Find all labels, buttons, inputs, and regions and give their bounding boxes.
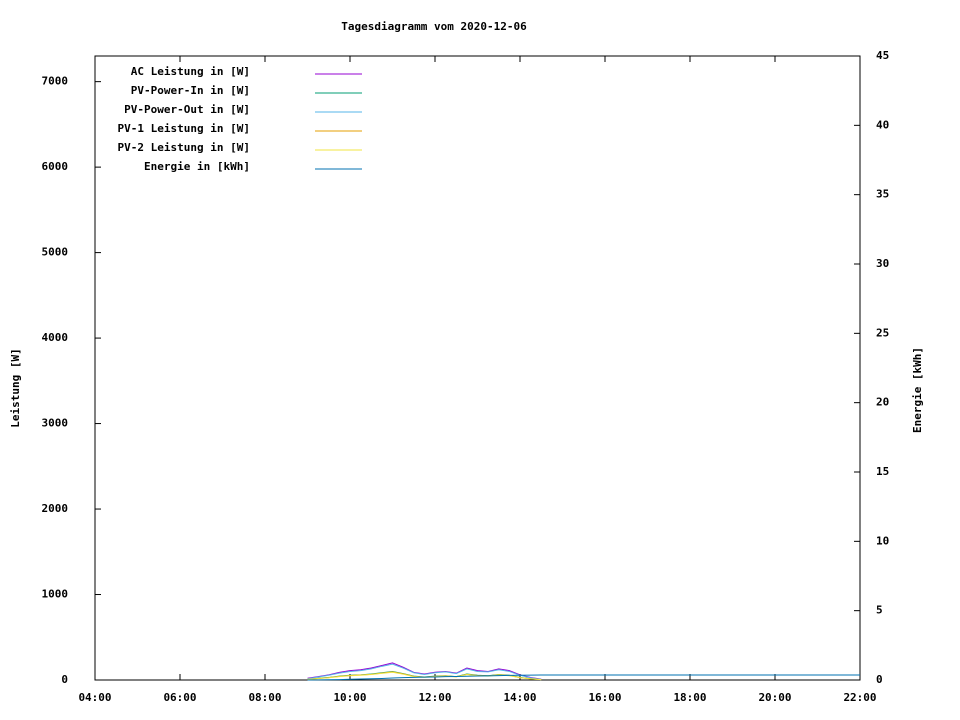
- legend-label: Energie in [kWh]: [144, 160, 250, 173]
- y2-tick-label: 15: [876, 465, 889, 478]
- y2-tick-label: 25: [876, 326, 889, 339]
- legend-label: PV-Power-Out in [W]: [124, 103, 250, 116]
- y2-axis-label: Energie [kWh]: [911, 347, 924, 433]
- y-tick-label: 4000: [42, 331, 69, 344]
- y2-tick-label: 5: [876, 604, 883, 617]
- legend-label: PV-Power-In in [W]: [131, 84, 250, 97]
- y2-tick-label: 20: [876, 396, 889, 409]
- legend-label: PV-1 Leistung in [W]: [118, 122, 250, 135]
- x-tick-label: 10:00: [333, 691, 366, 704]
- y2-tick-label: 30: [876, 257, 889, 270]
- legend-label: PV-2 Leistung in [W]: [118, 141, 250, 154]
- y-axis-label: Leistung [W]: [9, 348, 22, 427]
- y-tick-label: 7000: [42, 75, 69, 88]
- x-tick-label: 20:00: [758, 691, 791, 704]
- series-line: [307, 663, 542, 680]
- x-tick-label: 12:00: [418, 691, 451, 704]
- series-line: [307, 674, 860, 681]
- y-tick-label: 3000: [42, 417, 69, 430]
- x-tick-label: 08:00: [248, 691, 281, 704]
- y-tick-label: 5000: [42, 246, 69, 259]
- y2-tick-label: 45: [876, 49, 889, 62]
- x-tick-label: 14:00: [503, 691, 536, 704]
- y2-tick-label: 40: [876, 118, 889, 131]
- x-tick-label: 04:00: [78, 691, 111, 704]
- y-tick-label: 2000: [42, 502, 69, 515]
- legend-label: AC Leistung in [W]: [131, 65, 250, 78]
- y-tick-label: 1000: [42, 588, 69, 601]
- chart-title: Tagesdiagramm vom 2020-12-06: [341, 20, 527, 33]
- y-tick-label: 6000: [42, 160, 69, 173]
- plot-frame: [94, 55, 861, 681]
- y2-tick-label: 35: [876, 188, 889, 201]
- series-line: [307, 671, 542, 681]
- y2-tick-label: 0: [876, 673, 883, 686]
- x-tick-label: 22:00: [843, 691, 876, 704]
- y-tick-label: 0: [61, 673, 68, 686]
- x-tick-label: 16:00: [588, 691, 621, 704]
- x-tick-label: 18:00: [673, 691, 706, 704]
- y2-tick-label: 10: [876, 534, 889, 547]
- x-tick-label: 06:00: [163, 691, 196, 704]
